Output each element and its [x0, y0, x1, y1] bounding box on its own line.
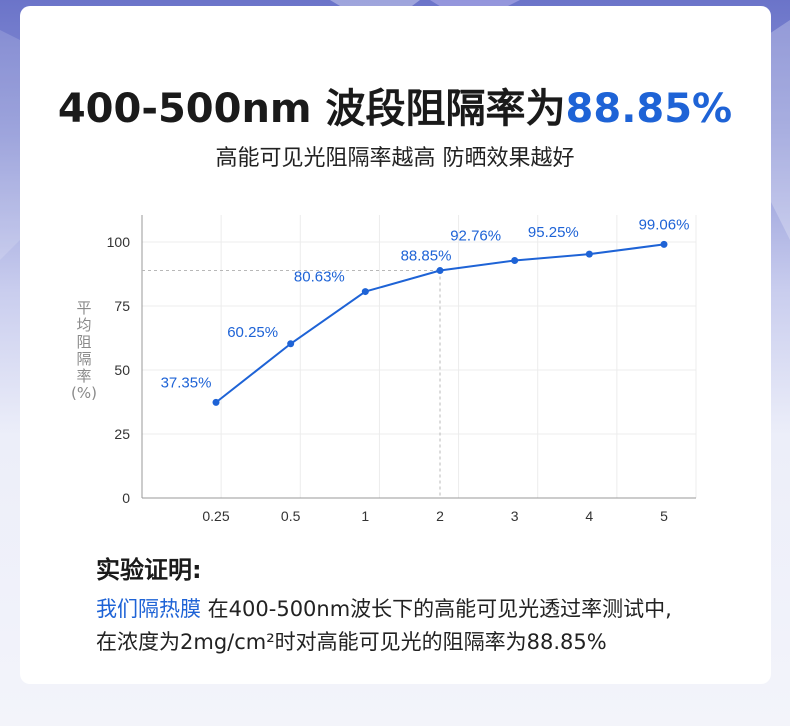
data-label: 99.06% [639, 216, 690, 233]
data-label: 60.25% [227, 324, 278, 341]
proof-line-2: 在浓度为2mg/cm²时对高能可见光的阻隔率为88.85% [96, 630, 607, 654]
y-tick-label: 50 [114, 362, 130, 378]
proof-title: 实验证明: [96, 556, 202, 584]
data-point [511, 257, 519, 265]
y-tick-label: 25 [114, 426, 130, 442]
title-highlight: 88.85% [565, 86, 733, 132]
y-tick-label: 100 [107, 234, 131, 250]
proof-line-1: 我们隔热膜 在400-500nm波长下的高能可见光透过率测试中, [96, 593, 672, 623]
title-prefix: 400-500nm 波段阻隔率为 [57, 86, 566, 132]
line-chart: 0 25 50 75 100 0.25 0.5 1 2 3 4 5 37.35% 60.25% 80.63%… [107, 215, 697, 524]
data-label: 88.85% [401, 248, 452, 265]
x-tick-label: 5 [660, 508, 668, 524]
y-tick-label: 75 [114, 298, 130, 314]
x-tick-label: 4 [585, 508, 593, 524]
y-tick-label: 0 [122, 490, 130, 506]
data-label: 80.63% [294, 269, 345, 286]
page-title: 400-500nm 波段阻隔率为88.85% [0, 76, 790, 134]
proof-line-1-text: 在400-500nm波长下的高能可见光透过率测试中, [201, 597, 672, 621]
data-point [212, 398, 220, 406]
x-tick-label: 0.25 [202, 508, 229, 524]
data-label: 37.35% [161, 374, 212, 391]
page-subtitle: 高能可见光阻隔率越高 防晒效果越好 [215, 146, 575, 171]
data-point [436, 267, 444, 275]
x-tick-label: 0.5 [281, 508, 301, 524]
x-tick-label: 2 [436, 508, 444, 524]
data-point [361, 288, 369, 296]
data-point [585, 250, 593, 258]
y-axis-label: 平均阻隔率(%) [71, 299, 97, 402]
data-point [660, 240, 668, 248]
x-tick-label: 1 [361, 508, 369, 524]
x-tick-label: 3 [511, 508, 519, 524]
data-label: 92.76% [450, 228, 501, 245]
brand-name: 我们隔热膜 [96, 597, 201, 621]
data-point [287, 340, 295, 348]
data-label: 95.25% [528, 224, 579, 241]
content-card [20, 6, 771, 684]
